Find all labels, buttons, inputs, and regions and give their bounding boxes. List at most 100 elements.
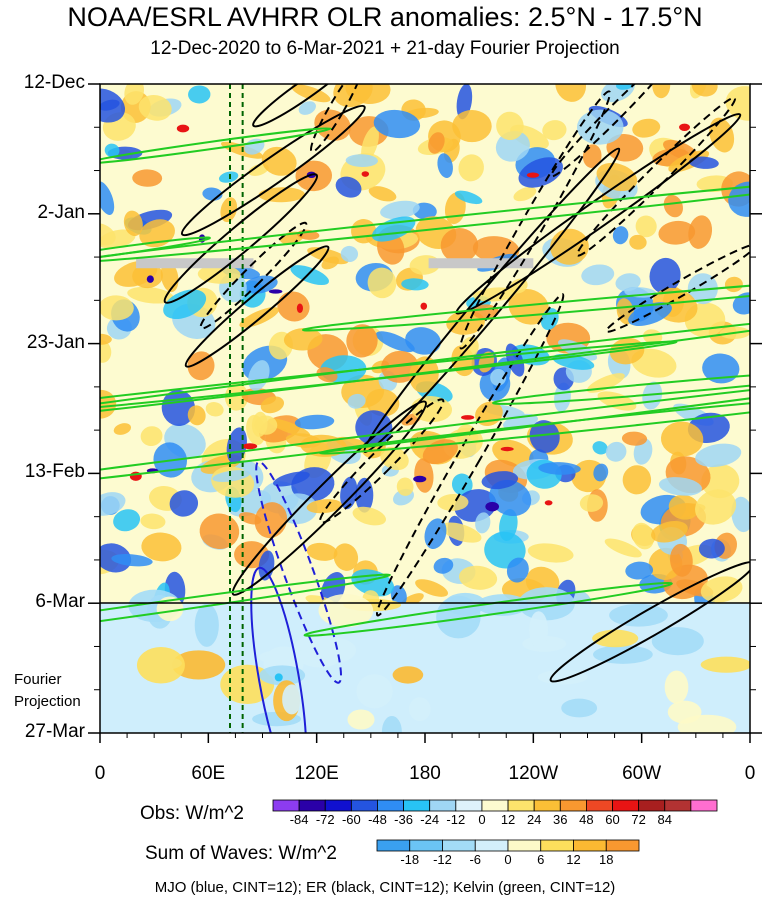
obs-legend-tick-label: 36	[553, 812, 568, 827]
obs-legend-swatch	[533, 799, 561, 812]
anomaly-core	[544, 500, 553, 506]
anomaly-blob	[652, 84, 671, 99]
projection-blob	[194, 603, 219, 647]
anomaly-blob	[701, 464, 740, 499]
er-contour	[231, 400, 427, 596]
er-contour	[310, 84, 364, 153]
er-contour	[199, 221, 308, 330]
anomaly-core	[176, 124, 190, 133]
anomaly-blob	[440, 228, 479, 263]
anomaly-blob	[205, 402, 224, 417]
obs-legend-tick-label: 60	[605, 812, 620, 827]
anomaly-blob	[631, 348, 677, 378]
anomaly-blob	[294, 414, 335, 430]
anomaly-blob	[437, 153, 453, 178]
obs-legend-swatch	[350, 799, 378, 812]
anomaly-blob	[111, 554, 153, 567]
anomaly-blob	[440, 522, 482, 543]
projection-blob	[593, 645, 653, 664]
waves-legend-tick-label: -6	[469, 852, 482, 867]
anomaly-blob	[460, 336, 479, 360]
anomaly-blob	[345, 154, 379, 167]
anomaly-blob	[605, 441, 627, 462]
anomaly-blob	[635, 215, 657, 238]
anomaly-blob	[141, 532, 182, 562]
projection-blob	[561, 698, 598, 718]
y-tick-label: 2-Jan	[37, 201, 85, 223]
fourier-label-line2: Projection	[14, 693, 81, 710]
waves-legend-tick-label: 12	[566, 852, 581, 867]
er-contour	[252, 84, 356, 128]
x-tick-label: 0	[94, 763, 106, 784]
anomaly-blob	[695, 489, 737, 525]
obs-legend-tick-label: -72	[315, 812, 335, 827]
anomaly-blob	[702, 353, 740, 384]
color-legends	[272, 799, 718, 852]
anomaly-blob	[306, 499, 343, 514]
anomaly-blob	[268, 418, 311, 437]
anomaly-core	[296, 303, 304, 314]
er-contour	[576, 96, 737, 257]
anomaly-blob	[688, 215, 713, 249]
obs-legend-swatch	[507, 799, 535, 812]
anomaly-blob	[291, 84, 331, 103]
anomaly-blob	[490, 368, 507, 386]
projection-blob	[700, 656, 750, 673]
anomaly-blob	[283, 328, 323, 351]
obs-legend-swatch	[324, 799, 352, 812]
obs-legend-swatch	[377, 799, 404, 812]
anomaly-blob	[481, 471, 519, 490]
waves-legend-tick-label: -12	[433, 852, 452, 867]
waves-legend-swatch	[409, 839, 443, 852]
anomaly-blob	[451, 473, 473, 496]
anomaly-core	[461, 415, 475, 420]
x-tick-label: 60E	[191, 763, 226, 784]
er-contour	[605, 243, 750, 333]
anomaly-blob	[643, 329, 663, 345]
projection-blob	[136, 646, 185, 684]
obs-legend-swatch	[298, 799, 326, 812]
projection-blob	[592, 629, 639, 648]
anomaly-blob	[346, 324, 378, 358]
er-contour	[459, 90, 611, 350]
anomaly-blob	[124, 84, 145, 105]
y-tick-label: 12-Dec	[23, 72, 85, 93]
er-contour	[550, 84, 676, 178]
anomaly-core	[420, 302, 428, 310]
er-contour	[549, 561, 750, 683]
anomaly-core	[679, 123, 690, 131]
obs-legend-tick-label: -84	[289, 812, 309, 827]
anomaly-blob	[239, 307, 280, 328]
anomaly-core	[146, 275, 154, 283]
anomaly-blob	[518, 157, 563, 188]
obs-legend-swatch	[455, 799, 483, 812]
y-tick-label: 6-Mar	[35, 591, 85, 613]
obs-legend-tick-label: -12	[446, 812, 466, 827]
fourier-label-line1: Fourier	[14, 671, 62, 688]
anomaly-blob	[187, 405, 206, 426]
obs-legend-swatch	[481, 799, 509, 812]
anomaly-blob	[529, 420, 560, 453]
anomaly-blob	[458, 154, 484, 182]
er-contour	[180, 104, 366, 237]
obs-legend-tick-label: 72	[631, 812, 646, 827]
anomaly-blob	[496, 111, 524, 141]
obs-legend-tick-label: 12	[500, 812, 516, 827]
axis-ticks	[88, 83, 762, 743]
anomaly-blob	[597, 391, 637, 411]
obs-legend-tick-label: 0	[478, 812, 486, 827]
chart-subtitle: 12-Dec-2020 to 6-Mar-2021 + 21-day Fouri…	[150, 38, 620, 59]
anomaly-blob	[380, 200, 420, 220]
anomaly-blob	[663, 194, 683, 218]
anomaly-blob	[335, 176, 362, 198]
anomaly-blob	[248, 163, 269, 176]
obs-legend-swatch	[638, 799, 666, 812]
anomaly-blob	[100, 339, 112, 363]
anomaly-blob	[660, 421, 704, 457]
anomaly-blob	[367, 267, 397, 299]
waves-legend-swatch	[507, 839, 542, 852]
projection-blob	[172, 650, 226, 680]
anomaly-blob	[698, 538, 725, 559]
anomaly-blob	[138, 94, 172, 121]
anomaly-blob	[396, 477, 414, 496]
